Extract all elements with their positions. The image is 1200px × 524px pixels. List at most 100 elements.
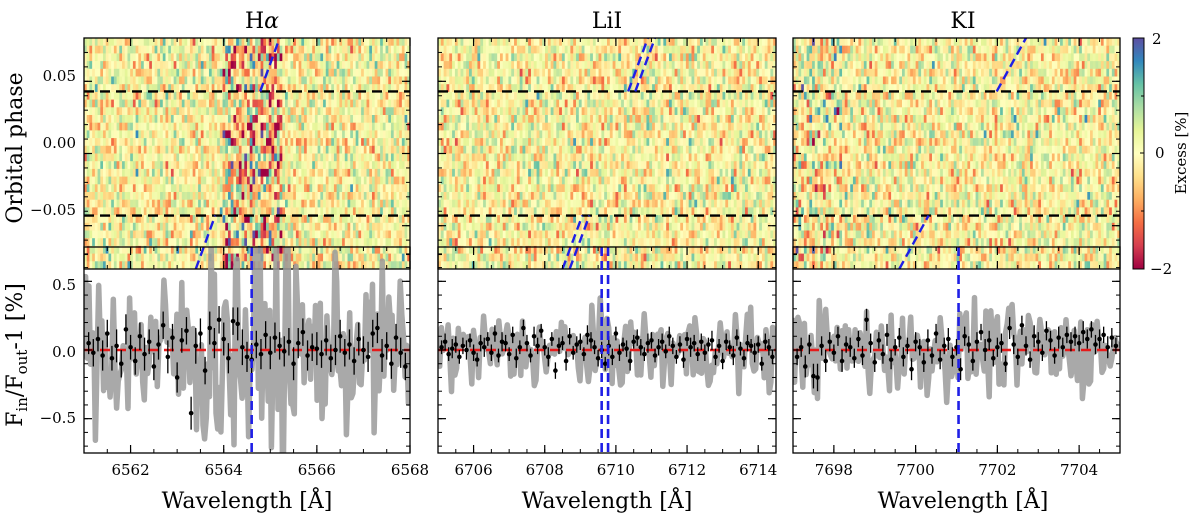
heatmap-cell — [657, 84, 661, 93]
heatmap-cell — [111, 238, 115, 247]
heatmap-cell — [124, 199, 128, 208]
heatmap-cell — [192, 207, 196, 216]
heatmap-cell — [135, 161, 139, 170]
heatmap-cell — [146, 61, 150, 70]
heatmap-cell — [86, 261, 90, 270]
heatmap-cell — [530, 91, 535, 100]
heatmap-cell — [312, 91, 316, 100]
heatmap-cell — [728, 76, 732, 85]
heatmap-cell — [198, 145, 202, 154]
heatmap-cell — [369, 192, 373, 201]
heatmap-cell — [454, 107, 459, 116]
heatmap-cell — [200, 261, 204, 270]
heatmap-cell — [361, 115, 365, 124]
heatmap-cell — [485, 68, 490, 77]
heatmap-cell — [358, 115, 362, 124]
heatmap-cell — [328, 253, 332, 262]
heatmap-cell — [759, 68, 763, 77]
heatmap-cell — [350, 99, 354, 108]
heatmap-cell — [116, 253, 120, 262]
heatmap-cell — [206, 207, 210, 216]
heatmap-cell — [149, 122, 153, 131]
heatmap-cell — [604, 61, 608, 70]
heatmap-cell — [747, 84, 752, 93]
heatmap-cell — [176, 261, 180, 270]
heatmap-cell — [219, 261, 223, 270]
heatmap-cell — [143, 153, 147, 162]
heatmap-cell — [160, 215, 164, 224]
heatmap-cell — [317, 38, 321, 47]
heatmap-cell — [170, 199, 175, 208]
heatmap-cell — [595, 76, 599, 85]
heatmap-cell — [295, 122, 300, 131]
heatmap-cell — [314, 84, 319, 93]
heatmap-cell — [173, 91, 177, 100]
heatmap-cell — [255, 176, 259, 185]
heatmap-cell — [399, 215, 403, 224]
heatmap-cell — [680, 53, 684, 62]
heatmap-cell — [347, 176, 351, 185]
heatmap-cell — [244, 130, 248, 139]
heatmap-cell — [637, 84, 642, 93]
heatmap-cell — [491, 91, 495, 100]
heatmap-cell — [355, 245, 359, 254]
heatmap-cell — [438, 45, 442, 54]
heatmap-cell — [279, 84, 283, 93]
heatmap-cell — [89, 84, 93, 93]
heatmap-cell — [241, 192, 245, 201]
heatmap-cell — [640, 38, 645, 47]
heatmap-cell — [105, 161, 109, 170]
heatmap-cell — [146, 199, 150, 208]
heatmap-cell — [124, 238, 128, 247]
heatmap-cell — [654, 84, 659, 93]
heatmap-cell — [127, 253, 131, 262]
heatmap-cell — [181, 222, 185, 231]
heatmap-cell — [309, 115, 313, 124]
heatmap-cell — [666, 61, 670, 70]
heatmap-cell — [739, 115, 743, 124]
heatmap-cell — [716, 68, 721, 77]
heatmap-cell — [138, 130, 142, 139]
heatmap-cell — [393, 45, 397, 54]
heatmap-cell — [94, 238, 98, 247]
heatmap-cell — [317, 215, 321, 224]
heatmap-cell — [646, 76, 650, 85]
heatmap-cell — [151, 207, 156, 216]
heatmap-cell — [94, 192, 98, 201]
heatmap-cell — [396, 76, 400, 85]
heatmap-cell — [86, 215, 90, 224]
heatmap-cell — [116, 145, 120, 154]
heatmap-cell — [547, 107, 552, 116]
heatmap-cell — [290, 176, 294, 185]
heatmap-cell — [369, 53, 373, 62]
heatmap-cell — [279, 99, 283, 108]
heatmap-cell — [657, 115, 661, 124]
heatmap-cell — [385, 99, 389, 108]
heatmap-cell — [390, 207, 395, 216]
heatmap-cell — [260, 192, 264, 201]
heatmap-cell — [168, 122, 172, 131]
heatmap-cell — [233, 215, 237, 224]
heatmap-cell — [336, 253, 340, 262]
heatmap-cell — [393, 53, 397, 62]
heatmap-cell — [113, 84, 117, 93]
heatmap-cell — [352, 145, 357, 154]
heatmap-cell — [471, 61, 476, 70]
heatmap-cell — [764, 76, 768, 85]
heatmap-cell — [377, 168, 381, 177]
heatmap-cell — [708, 115, 712, 124]
heatmap-cell — [89, 184, 93, 193]
heatmap-cell — [143, 230, 147, 239]
heatmap-cell — [511, 68, 515, 77]
heatmap-cell — [714, 45, 718, 54]
heatmap-cell — [545, 61, 549, 70]
heatmap-cell — [652, 68, 656, 77]
heatmap-cell — [736, 45, 740, 54]
heatmap-cell — [745, 76, 749, 85]
heatmap-cell — [306, 238, 310, 247]
heatmap-cell — [385, 184, 389, 193]
heatmap-cell — [151, 107, 156, 116]
heatmap-cell — [320, 61, 324, 70]
heatmap-cell — [230, 199, 234, 208]
heatmap-cell — [547, 99, 552, 108]
